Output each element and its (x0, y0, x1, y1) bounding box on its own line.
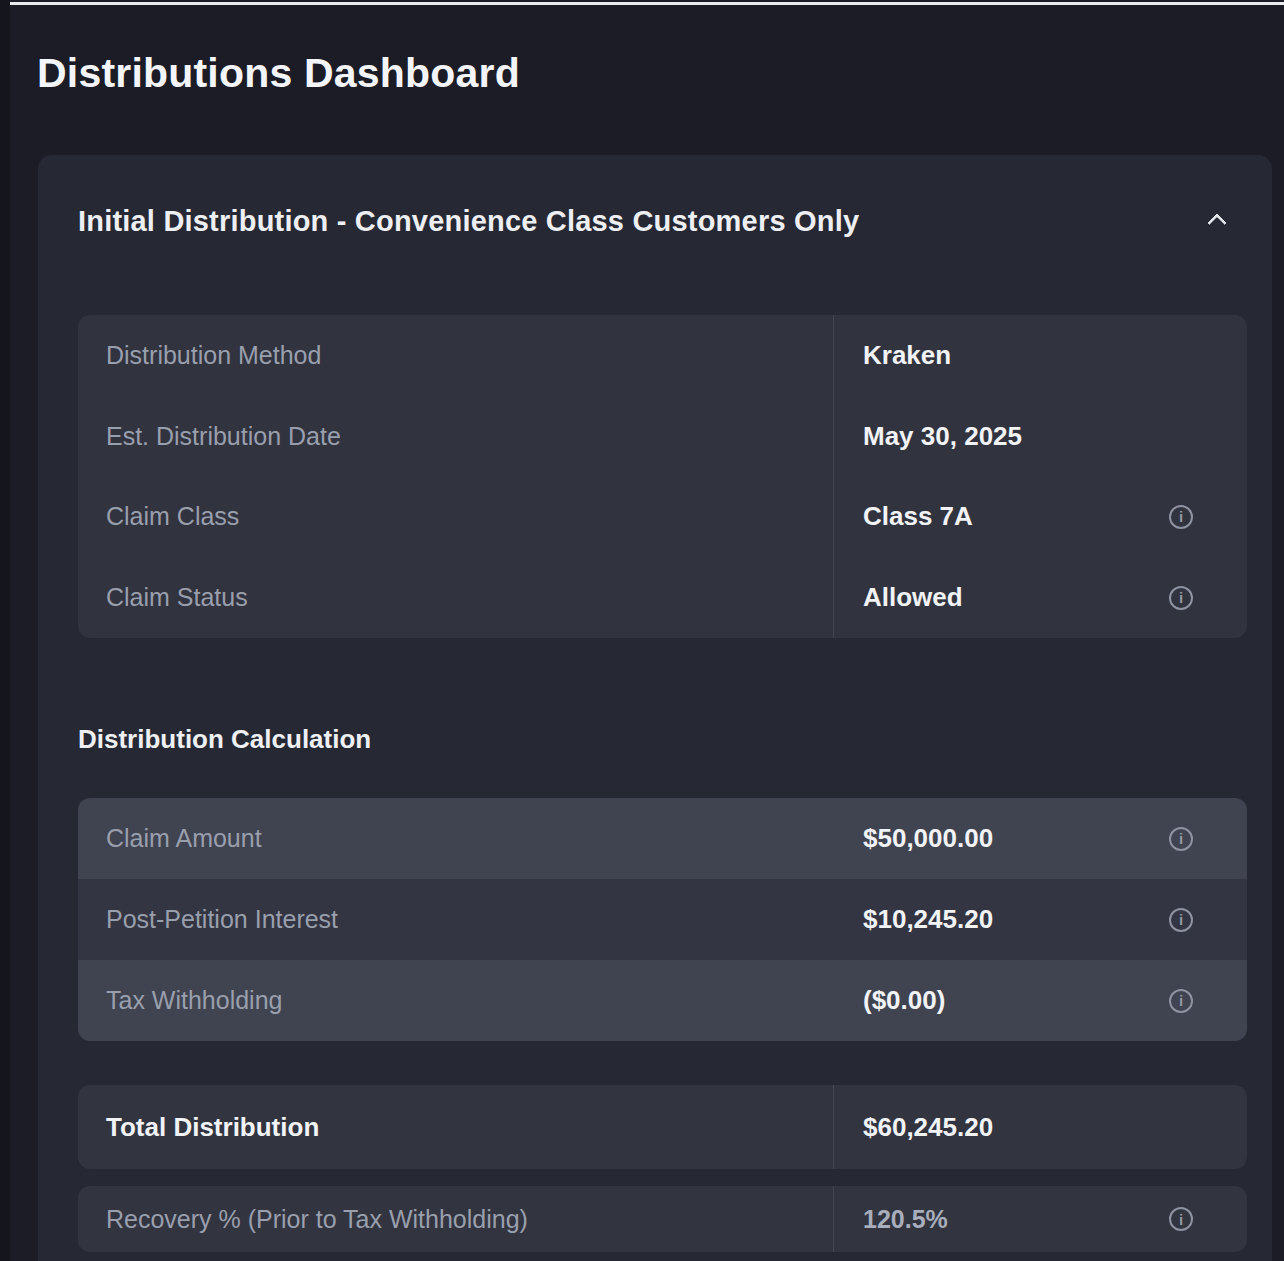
table-row: Est. Distribution Date May 30, 2025 (78, 396, 1247, 477)
calculation-table: Claim Amount $50,000.00 Post-Petition In… (78, 798, 1247, 1041)
row-label: Claim Status (106, 583, 248, 612)
row-value: ($0.00) (863, 985, 1169, 1016)
row-value: $10,245.20 (863, 904, 1169, 935)
row-label: Est. Distribution Date (106, 422, 341, 451)
row-label: Post-Petition Interest (106, 905, 338, 934)
section-heading: Distribution Calculation (78, 724, 371, 755)
info-icon[interactable] (1169, 586, 1193, 610)
table-row: Claim Status Allowed (78, 557, 1247, 638)
info-icon[interactable] (1169, 989, 1193, 1013)
table-row: Recovery % (Prior to Tax Withholding) 12… (78, 1186, 1247, 1252)
row-value: Class 7A (863, 501, 1169, 532)
info-icon[interactable] (1169, 827, 1193, 851)
table-row: Tax Withholding ($0.00) (78, 960, 1247, 1041)
card-header-title: Initial Distribution - Convenience Class… (78, 205, 859, 238)
row-label: Tax Withholding (106, 986, 282, 1015)
row-value: $50,000.00 (863, 823, 1169, 854)
recovery-percent-row: Recovery % (Prior to Tax Withholding) 12… (78, 1186, 1247, 1252)
row-label: Recovery % (Prior to Tax Withholding) (106, 1205, 528, 1234)
table-row: Total Distribution $60,245.20 (78, 1085, 1247, 1169)
total-distribution-row: Total Distribution $60,245.20 (78, 1085, 1247, 1169)
row-label: Distribution Method (106, 341, 321, 370)
table-row: Claim Amount $50,000.00 (78, 798, 1247, 879)
row-value: 120.5% (863, 1205, 1169, 1234)
info-icon[interactable] (1169, 908, 1193, 932)
row-value: $60,245.20 (863, 1112, 1193, 1143)
table-row: Post-Petition Interest $10,245.20 (78, 879, 1247, 960)
row-label: Total Distribution (106, 1112, 319, 1143)
info-icon[interactable] (1169, 505, 1193, 529)
row-value: Allowed (863, 582, 1169, 613)
info-icon[interactable] (1169, 1207, 1193, 1231)
details-table: Distribution Method Kraken Est. Distribu… (78, 315, 1247, 638)
chevron-up-icon[interactable] (1208, 212, 1226, 230)
row-label: Claim Class (106, 502, 239, 531)
row-value: Kraken (863, 340, 1193, 371)
row-value: May 30, 2025 (863, 421, 1193, 452)
table-row: Distribution Method Kraken (78, 315, 1247, 396)
left-edge-strip (0, 0, 10, 1261)
page-title: Distributions Dashboard (37, 50, 520, 97)
top-divider-line (10, 2, 1284, 5)
row-label: Claim Amount (106, 824, 262, 853)
table-row: Claim Class Class 7A (78, 477, 1247, 558)
